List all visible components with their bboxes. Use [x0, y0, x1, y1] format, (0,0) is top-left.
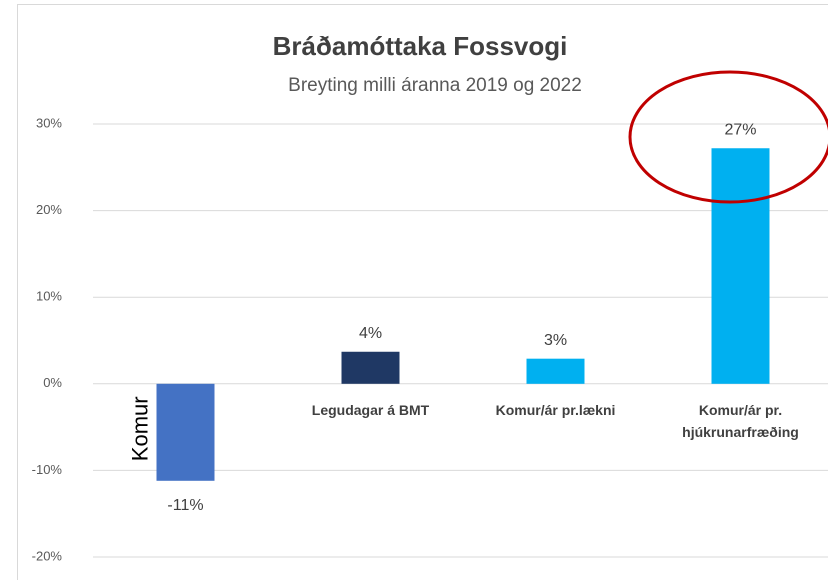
y-tick-label: 20%: [36, 202, 62, 217]
value-label: -11%: [167, 497, 203, 514]
highlight-ellipse: [628, 70, 828, 204]
x-tick-label: Komur/ár pr. hjúkrunarfræðing: [682, 401, 799, 440]
chart-border: [17, 4, 828, 580]
chart-title: Bráðamóttaka Fossvogi: [273, 31, 568, 61]
y-tick-label: 0%: [43, 375, 62, 390]
value-label: 3%: [544, 332, 567, 349]
x-tick-label: Legudagar á BMT: [311, 401, 430, 418]
y-tick-label: -10%: [32, 462, 63, 477]
value-label: 4%: [359, 325, 382, 342]
x-tick-label: Komur: [127, 396, 152, 461]
bar: [711, 148, 770, 384]
value-label: 27%: [724, 121, 756, 138]
y-tick-label: 10%: [36, 289, 62, 304]
bar: [156, 383, 215, 481]
bar: [341, 351, 400, 384]
y-tick-label: -20%: [32, 548, 63, 563]
chart-subtitle: Breyting milli áranna 2019 og 2022: [288, 75, 582, 96]
y-tick-label: 30%: [36, 115, 62, 130]
x-tick-label: Komur/ár pr.lækni: [495, 401, 616, 418]
bar: [526, 358, 585, 384]
